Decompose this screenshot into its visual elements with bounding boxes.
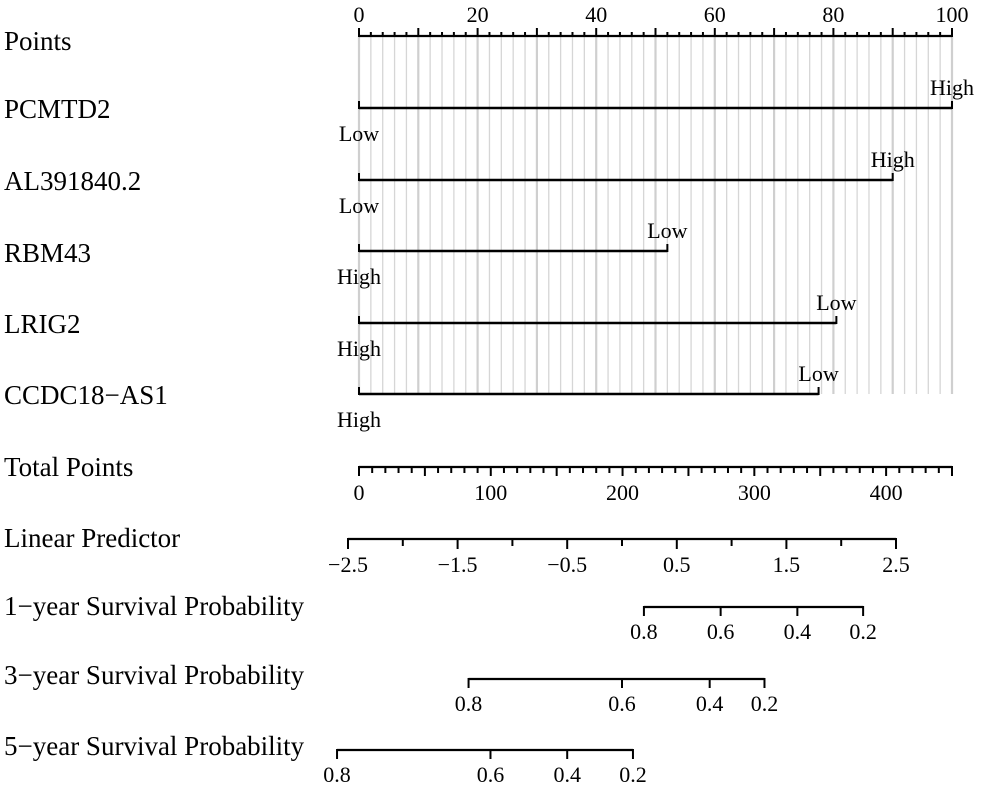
linear-predictor-tick-label-1: −1.5 xyxy=(438,552,478,577)
row-label-ccdc18-as1: CCDC18−AS1 xyxy=(4,380,168,410)
survival-tick-label-9-1: 0.6 xyxy=(608,691,636,716)
total-points-tick-label-2: 200 xyxy=(606,480,639,505)
row-label-total-points: Total Points xyxy=(4,452,133,482)
row-label-rbm43: RBM43 xyxy=(4,238,91,268)
points-tick-label-5: 100 xyxy=(936,2,969,27)
row-label-linear-predictor: Linear Predictor xyxy=(4,523,180,553)
points-tick-label-0: 0 xyxy=(354,2,365,27)
linear-predictor-tick-label-2: −0.5 xyxy=(547,552,587,577)
survival-tick-label-9-3: 0.2 xyxy=(751,691,779,716)
linear-predictor-tick-label-5: 2.5 xyxy=(882,552,910,577)
variable-end-label-4: Low xyxy=(816,290,856,315)
survival-tick-label-9-0: 0.8 xyxy=(455,691,483,716)
row-label-1-year-survival: 1−year Survival Probability xyxy=(4,591,305,621)
points-tick-label-3: 60 xyxy=(704,2,726,27)
survival-tick-label-8-1: 0.6 xyxy=(707,619,735,644)
row-label-al391840-2: AL391840.2 xyxy=(4,166,141,196)
survival-tick-label-10-3: 0.2 xyxy=(619,762,647,787)
variable-start-label-3: High xyxy=(337,264,381,289)
variable-start-label-4: High xyxy=(337,336,381,361)
row-label-3-year-survival: 3−year Survival Probability xyxy=(4,660,305,690)
points-tick-label-2: 40 xyxy=(585,2,607,27)
row-label-5-year-survival: 5−year Survival Probability xyxy=(4,731,305,761)
nomogram-marks: 0 20 40 60 80 100 Low High Low High High Low High Low… xyxy=(323,2,974,787)
total-points-tick-label-3: 300 xyxy=(738,480,771,505)
survival-tick-label-9-2: 0.4 xyxy=(696,691,724,716)
variable-end-label-1: High xyxy=(930,75,974,100)
variable-end-label-3: Low xyxy=(647,218,687,243)
total-points-tick-label-1: 100 xyxy=(474,480,507,505)
variable-start-label-1: Low xyxy=(339,121,379,146)
survival-tick-label-10-2: 0.4 xyxy=(553,762,581,787)
total-points-tick-label-4: 400 xyxy=(870,480,903,505)
survival-tick-label-10-1: 0.6 xyxy=(477,762,505,787)
variable-start-label-5: High xyxy=(337,407,381,432)
row-label-lrig2: LRIG2 xyxy=(4,309,81,339)
row-label-pcmtd2: PCMTD2 xyxy=(4,94,111,124)
survival-tick-label-8-2: 0.4 xyxy=(784,619,812,644)
linear-predictor-tick-label-3: 0.5 xyxy=(663,552,691,577)
points-gridlines xyxy=(357,36,954,394)
row-label-points: Points xyxy=(4,26,72,56)
points-tick-label-4: 80 xyxy=(822,2,844,27)
survival-tick-label-8-3: 0.2 xyxy=(849,619,877,644)
points-tick-label-1: 20 xyxy=(467,2,489,27)
linear-predictor-tick-label-0: −2.5 xyxy=(328,552,368,577)
total-points-tick-label-0: 0 xyxy=(354,480,365,505)
variable-start-label-2: Low xyxy=(339,193,379,218)
survival-tick-label-8-0: 0.8 xyxy=(630,619,658,644)
survival-tick-label-10-0: 0.8 xyxy=(323,762,351,787)
linear-predictor-tick-label-4: 1.5 xyxy=(773,552,801,577)
variable-end-label-5: Low xyxy=(798,361,838,386)
variable-end-label-2: High xyxy=(871,147,915,172)
